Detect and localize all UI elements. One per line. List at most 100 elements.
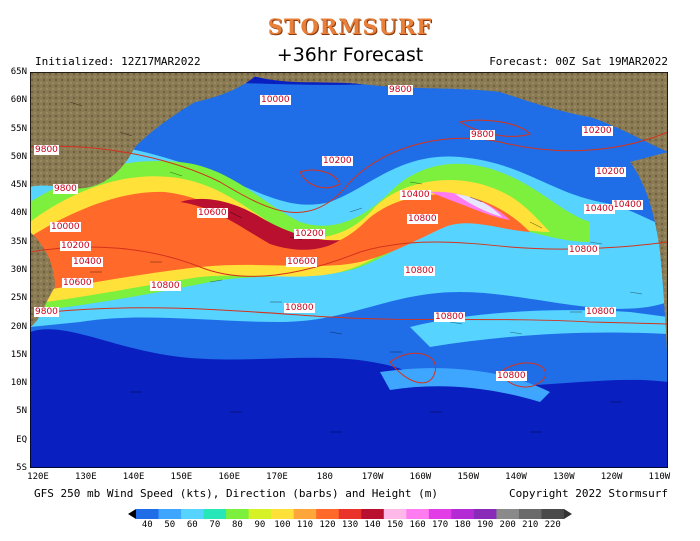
forecast-title: +36hr Forecast <box>276 44 424 66</box>
height-label: 10800 <box>585 307 616 317</box>
longitude-label: 180 <box>316 472 333 482</box>
height-label: 10800 <box>150 281 181 291</box>
latitude-label: 10N <box>10 378 27 389</box>
height-label: 9800 <box>53 184 78 194</box>
wind-band-120kt <box>30 191 530 292</box>
colorbar-label: 80 <box>231 520 243 530</box>
longitude-label: 160W <box>409 472 432 482</box>
latitude-label: 15N <box>10 349 27 360</box>
latitude-label: 35N <box>10 236 27 247</box>
longitude-label: 170W <box>361 472 384 482</box>
longitude-label: 140W <box>505 472 527 482</box>
colorbar-label: 130 <box>341 520 359 530</box>
latitude-label: 55N <box>10 123 27 134</box>
copyright: Copyright 2022 Stormsurf <box>509 487 668 500</box>
height-label: 10200 <box>582 126 613 136</box>
height-label: 10200 <box>294 229 325 239</box>
wind-speed-map <box>30 72 668 468</box>
height-label: 10800 <box>404 266 435 276</box>
colorbar-label: 50 <box>164 520 176 530</box>
latitude-label: 50N <box>10 151 27 162</box>
height-label: 10600 <box>286 257 317 267</box>
colorbar-swatch <box>361 509 385 519</box>
forecast-valid-time: Forecast: 00Z Sat 19MAR2022 <box>489 55 668 68</box>
longitude-label: 130E <box>74 472 97 482</box>
latitude-label: 65N <box>10 67 27 77</box>
latitude-label: 30N <box>10 265 27 275</box>
latitude-label: EQ <box>16 434 27 445</box>
height-label: 10400 <box>612 200 643 210</box>
colorbar-label: 40 <box>141 520 153 530</box>
colorbar-label: 110 <box>296 520 314 530</box>
height-label: 9800 <box>388 85 413 95</box>
colorbar-label: 170 <box>431 520 449 530</box>
initialized-time: Initialized: 12Z17MAR2022 <box>35 55 201 68</box>
longitude-label: 120E <box>27 472 49 482</box>
colorbar-swatch <box>316 509 340 519</box>
height-label: 10400 <box>400 190 431 200</box>
stormsurf-logo: STORMSURF <box>267 14 433 39</box>
longitude-label: 130W <box>552 472 575 482</box>
colorbar-left-arrow <box>128 509 136 519</box>
colorbar-swatch <box>428 509 452 519</box>
colorbar-label: 70 <box>209 520 221 530</box>
colorbar-swatch <box>271 509 295 519</box>
colorbar-right-arrow <box>564 509 572 519</box>
height-label: 10200 <box>595 167 626 177</box>
colorbar-swatch <box>158 509 182 519</box>
colorbar-label: 140 <box>364 520 381 530</box>
colorbar-swatch <box>293 509 317 519</box>
latitude-label: 60N <box>10 95 27 106</box>
colorbar-swatch <box>383 509 407 519</box>
colorbar-label: 150 <box>386 520 404 530</box>
height-label: 9800 <box>470 130 495 140</box>
wind-band-160kt <box>430 191 510 220</box>
map-description: GFS 250 mb Wind Speed (kts), Direction (… <box>34 487 438 500</box>
height-label: 10400 <box>72 257 103 267</box>
colorbar-swatch <box>248 509 272 519</box>
height-label: 10800 <box>568 245 599 255</box>
colorbar-label: 220 <box>544 520 561 530</box>
colorbar-swatch <box>473 509 497 519</box>
colorbar-swatch <box>338 509 362 519</box>
colorbar-swatch <box>181 509 205 519</box>
colorbar-label: 190 <box>477 520 494 530</box>
colorbar-swatch <box>406 509 430 519</box>
height-label: 10600 <box>62 278 93 288</box>
colorbar-label: 180 <box>454 520 471 530</box>
colorbar-swatch <box>136 509 160 519</box>
latitude-label: 40N <box>10 208 27 219</box>
height-label: 10800 <box>284 303 315 313</box>
colorbar-label: 60 <box>186 520 198 530</box>
height-label: 10600 <box>197 208 228 218</box>
latitude-label: 5S <box>16 463 27 473</box>
colorbar-label: 210 <box>522 520 539 530</box>
latitude-label: 20N <box>10 321 27 332</box>
height-label: 10000 <box>50 222 81 232</box>
longitude-label: 140E <box>122 472 145 482</box>
colorbar-swatch <box>541 509 565 519</box>
height-label: 10200 <box>60 241 91 251</box>
colorbar-swatch <box>203 509 227 519</box>
longitude-label: 170E <box>266 472 288 482</box>
wind-barbs <box>69 101 643 433</box>
colorbar-label: 200 <box>499 520 516 530</box>
color-scale-bar <box>128 509 572 519</box>
height-label: 10000 <box>260 95 291 105</box>
colorbar-swatch <box>518 509 542 519</box>
longitude-label: 160E <box>218 472 241 482</box>
height-label: 10800 <box>496 371 527 381</box>
colorbar-swatch <box>451 509 475 519</box>
longitude-label: 120W <box>600 472 623 482</box>
height-label: 10800 <box>434 312 465 322</box>
height-contours <box>30 119 668 388</box>
asia-south-coast <box>30 232 55 327</box>
colorbar-label: 100 <box>274 520 291 530</box>
colorbar-label: 90 <box>254 520 266 530</box>
latitude-label: 5N <box>16 406 27 417</box>
latitude-label: 45N <box>10 180 27 191</box>
longitude-label: 150E <box>170 472 193 482</box>
colorbar-label: 160 <box>409 520 426 530</box>
height-label: 9800 <box>34 307 59 317</box>
alaska-landmass <box>240 72 668 152</box>
